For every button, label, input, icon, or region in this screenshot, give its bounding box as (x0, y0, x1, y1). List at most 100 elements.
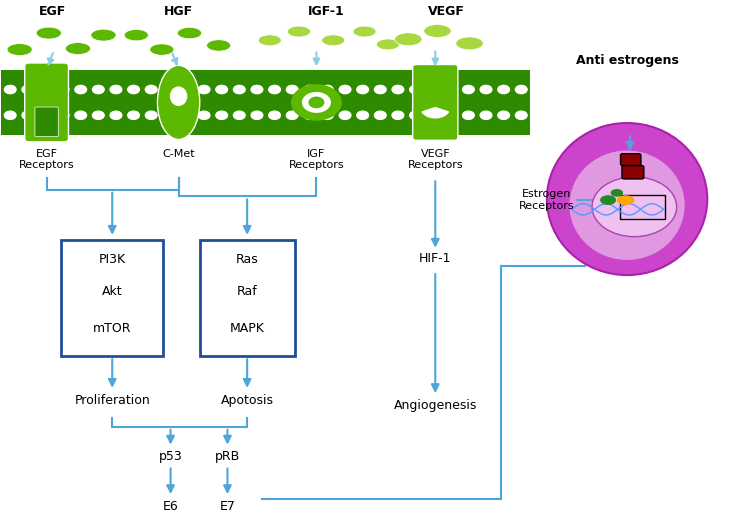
Text: p53: p53 (159, 450, 182, 463)
Circle shape (216, 111, 228, 120)
Text: IGF-1: IGF-1 (307, 5, 344, 18)
Ellipse shape (610, 189, 623, 197)
Circle shape (286, 111, 298, 120)
Circle shape (302, 93, 330, 112)
Text: HGF: HGF (164, 5, 193, 18)
Circle shape (22, 111, 34, 120)
Text: IGF
Receptors: IGF Receptors (288, 149, 344, 170)
Circle shape (445, 111, 457, 120)
Circle shape (163, 111, 175, 120)
Ellipse shape (395, 33, 422, 46)
Ellipse shape (617, 195, 635, 205)
Circle shape (427, 111, 439, 120)
Circle shape (410, 111, 422, 120)
Circle shape (269, 85, 280, 94)
Circle shape (251, 111, 263, 120)
Ellipse shape (157, 66, 200, 139)
Circle shape (304, 85, 315, 94)
FancyBboxPatch shape (35, 107, 59, 137)
Ellipse shape (206, 40, 231, 51)
FancyBboxPatch shape (413, 64, 458, 140)
Text: Proliferation: Proliferation (75, 394, 150, 407)
Ellipse shape (547, 123, 707, 275)
Text: Akt: Akt (102, 285, 122, 298)
Circle shape (339, 111, 351, 120)
Text: mTOR: mTOR (93, 322, 132, 335)
FancyBboxPatch shape (1, 70, 530, 135)
Circle shape (198, 85, 210, 94)
Ellipse shape (7, 44, 32, 56)
Circle shape (57, 111, 69, 120)
Text: Angiogenesis: Angiogenesis (394, 399, 477, 412)
Circle shape (304, 111, 315, 120)
Circle shape (40, 85, 51, 94)
Circle shape (592, 177, 676, 237)
Text: Anti estrogens: Anti estrogens (575, 55, 679, 68)
Circle shape (309, 97, 324, 108)
Ellipse shape (36, 27, 61, 39)
Ellipse shape (321, 35, 345, 46)
Circle shape (4, 111, 16, 120)
Ellipse shape (258, 35, 281, 46)
Circle shape (92, 85, 104, 94)
Circle shape (392, 111, 404, 120)
FancyBboxPatch shape (200, 240, 294, 356)
Text: MAPK: MAPK (230, 322, 264, 335)
Circle shape (127, 111, 139, 120)
Ellipse shape (65, 43, 91, 55)
Circle shape (480, 85, 492, 94)
Circle shape (75, 85, 86, 94)
Circle shape (356, 85, 368, 94)
Circle shape (40, 111, 51, 120)
Circle shape (127, 85, 139, 94)
Circle shape (463, 111, 474, 120)
Circle shape (339, 85, 351, 94)
Ellipse shape (424, 24, 451, 37)
Circle shape (269, 111, 280, 120)
Text: HIF-1: HIF-1 (419, 252, 452, 265)
Circle shape (321, 85, 333, 94)
Ellipse shape (353, 26, 376, 37)
Circle shape (4, 85, 16, 94)
Ellipse shape (124, 30, 149, 41)
Circle shape (234, 85, 245, 94)
Wedge shape (422, 108, 449, 118)
Text: Ras: Ras (236, 253, 258, 266)
Circle shape (92, 111, 104, 120)
Circle shape (146, 85, 157, 94)
Circle shape (410, 85, 422, 94)
Circle shape (286, 85, 298, 94)
Circle shape (291, 85, 341, 120)
Circle shape (463, 85, 474, 94)
Text: VEGF: VEGF (427, 5, 465, 18)
FancyBboxPatch shape (61, 240, 163, 356)
Circle shape (234, 111, 245, 120)
Ellipse shape (600, 195, 616, 205)
Circle shape (110, 85, 122, 94)
Circle shape (251, 85, 263, 94)
FancyBboxPatch shape (622, 165, 644, 179)
Circle shape (427, 85, 439, 94)
Circle shape (498, 111, 509, 120)
Ellipse shape (91, 29, 116, 41)
Text: PI3K: PI3K (99, 253, 126, 266)
Text: C-Met: C-Met (163, 149, 195, 159)
Text: pRB: pRB (214, 450, 240, 463)
Circle shape (110, 111, 122, 120)
Text: E6: E6 (163, 500, 179, 513)
Ellipse shape (456, 37, 483, 50)
Circle shape (321, 111, 333, 120)
Circle shape (356, 111, 368, 120)
Text: EGF
Receptors: EGF Receptors (19, 149, 75, 170)
Circle shape (181, 111, 193, 120)
Circle shape (375, 111, 386, 120)
Circle shape (146, 111, 157, 120)
Circle shape (57, 85, 69, 94)
Ellipse shape (177, 28, 201, 39)
Circle shape (515, 111, 527, 120)
Ellipse shape (376, 39, 400, 50)
FancyBboxPatch shape (25, 63, 69, 142)
Circle shape (392, 85, 404, 94)
Ellipse shape (288, 26, 310, 37)
Ellipse shape (150, 44, 173, 55)
